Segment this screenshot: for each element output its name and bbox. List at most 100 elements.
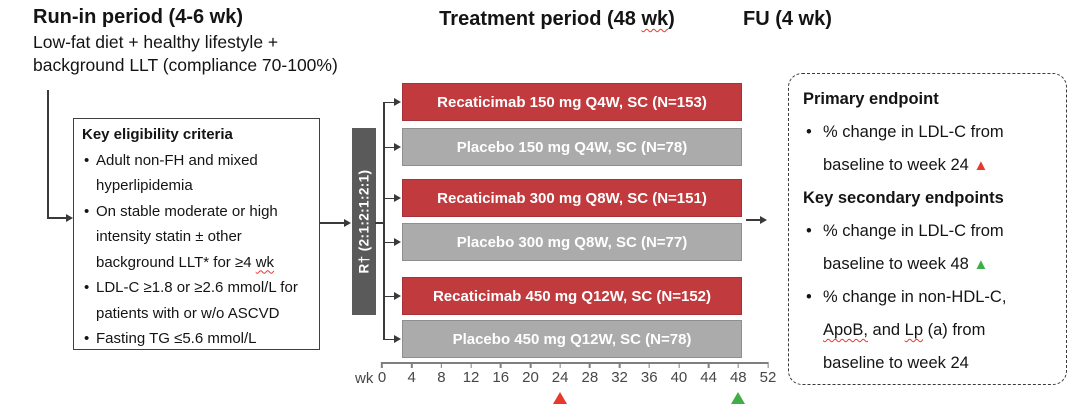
primary-endpoint-text: % change in LDL-C from baseline to week …: [823, 123, 1004, 174]
secondary-endpoint-bullet-2: % change in non-HDL-C, ApoB, and Lp (a) …: [803, 281, 1027, 380]
tick-label: 48: [729, 369, 747, 386]
axis-tick: 12: [462, 362, 480, 386]
randomization-box: R† (2:1:2:1:2:1): [352, 128, 376, 315]
follow-up-period-title: FU (4 wk): [743, 8, 832, 30]
tick-mark: [470, 362, 472, 368]
axis-tick: 44: [700, 362, 717, 386]
tick-mark: [707, 362, 710, 368]
tick-mark: [410, 362, 413, 368]
axis-tick: 52: [759, 362, 777, 386]
week-axis-unit-label: wk: [355, 370, 374, 387]
axis-tick: 4: [408, 362, 416, 386]
eligibility-item-text: Fasting TG ≤5.6 mmol/L: [96, 330, 257, 347]
secondary-endpoint-2-seg3: and: [867, 321, 905, 339]
secondary-endpoint-2-seg2: ApoB,: [823, 321, 868, 339]
axis-tick: 16: [492, 362, 509, 386]
axis-tick: 36: [641, 362, 658, 386]
arrowhead-arm5-icon: [394, 291, 401, 300]
secondary-endpoint-2-seg1: % change in non-HDL-C,: [823, 288, 1007, 306]
connector-branch-arm3: [383, 197, 395, 199]
connector-branch-arm6: [383, 338, 395, 340]
axis-tick: 0: [378, 362, 386, 386]
arrowhead-arm2-icon: [394, 142, 401, 151]
arm-bar-recaticimab-450: Recaticimab 450 mg Q12W, SC (N=152): [402, 277, 742, 315]
primary-endpoint-title: Primary endpoint: [803, 90, 939, 108]
connector-branch-arm5: [383, 295, 395, 297]
eligibility-item-tg: Fasting TG ≤5.6 mmol/L: [82, 326, 311, 352]
week48-secondary-endpoint-marker-icon: [731, 392, 746, 404]
arm-bar-recaticimab-150: Recaticimab 150 mg Q4W, SC (N=153): [402, 83, 742, 121]
connector-branch-arm4: [383, 241, 395, 243]
eligibility-item-ldlc: LDL-C ≥1.8 or ≥2.6 mmol/L for patients w…: [82, 275, 311, 326]
axis-tick: 48: [730, 362, 747, 386]
tick-mark: [648, 362, 650, 368]
tick-mark: [529, 362, 532, 368]
randomization-ratio-label: R† (2:1:2:1:2:1): [356, 169, 372, 274]
run-in-period-title: Run-in period (4-6 wk): [33, 6, 243, 28]
red-triangle-icon: ▲: [973, 157, 989, 174]
tick-label: 28: [581, 369, 599, 386]
eligibility-item-text: Adult non-FH and mixed hyperlipidemia: [96, 151, 258, 195]
arrowhead-arm6-icon: [394, 334, 401, 343]
tick-label: 8: [437, 369, 446, 386]
tick-label: 32: [611, 369, 628, 386]
eligibility-item-wavy: wk: [255, 253, 275, 271]
tick-label: 4: [407, 369, 416, 386]
arrowhead-arm1-icon: [394, 97, 401, 106]
tick-mark: [381, 362, 383, 368]
arm-bar-recaticimab-300: Recaticimab 300 mg Q8W, SC (N=151): [402, 179, 742, 217]
arm-bar-placebo-450: Placebo 450 mg Q12W, SC (N=78): [402, 320, 742, 358]
tick-label: 20: [522, 369, 539, 386]
tick-label: 36: [640, 369, 658, 386]
axis-tick: 24: [551, 362, 569, 386]
eligibility-item-text: LDL-C ≥1.8 or ≥2.6 mmol/L for patients w…: [96, 279, 298, 322]
treatment-period-title: Treatment period (48 wk): [402, 8, 712, 31]
connector-branch-arm2: [383, 146, 395, 148]
week-axis: 0 4 8 12 16 20 24 28 32 36 40 44 48 52: [378, 362, 776, 412]
tick-label: 40: [670, 369, 688, 386]
treatment-title-close: ): [668, 8, 675, 30]
tick-mark: [589, 362, 591, 368]
tick-mark: [737, 362, 740, 368]
axis-tick: 20: [522, 362, 539, 386]
axis-tick: 32: [611, 362, 628, 386]
run-in-period-subtitle: Low-fat diet + healthy lifestyle + backg…: [33, 32, 338, 75]
green-triangle-icon: ▲: [973, 256, 989, 273]
tick-mark: [500, 362, 502, 368]
secondary-endpoint-1-text: % change in LDL-C from baseline to week …: [823, 222, 1004, 273]
connector-rand-to-trunk: [375, 222, 384, 224]
tick-label: 24: [551, 369, 569, 386]
week24-primary-endpoint-marker-icon: [553, 392, 568, 404]
eligibility-item-statin: On stable moderate or high intensity sta…: [82, 199, 311, 276]
axis-tick: 8: [437, 362, 446, 386]
tick-mark: [767, 362, 769, 368]
tick-mark: [440, 362, 443, 368]
arrowhead-into-endpoints-icon: [760, 215, 767, 224]
connector-runin-hline: [47, 217, 66, 219]
tick-mark: [618, 362, 621, 368]
eligibility-criteria-box: Key eligibility criteria Adult non-FH an…: [73, 118, 320, 352]
eligibility-item-nonfh: Adult non-FH and mixed hyperlipidemia: [82, 148, 311, 199]
secondary-endpoint-bullet-1: % change in LDL-C from baseline to week …: [803, 215, 1027, 281]
eligibility-item-text: On stable moderate or high intensity sta…: [96, 202, 278, 271]
tick-mark: [559, 362, 561, 368]
secondary-endpoint-2-seg4: Lp: [904, 321, 924, 339]
primary-endpoint-bullet: % change in LDL-C from baseline to week …: [803, 116, 1027, 182]
connector-elig-to-rand: [320, 222, 345, 224]
tick-label: 16: [492, 369, 510, 386]
connector-runin-vline: [47, 90, 49, 218]
tick-label: 0: [377, 369, 387, 386]
tick-label: 52: [759, 369, 777, 386]
axis-tick: 40: [670, 362, 688, 386]
secondary-endpoints-title: Key secondary endpoints: [803, 189, 1004, 207]
tick-label: 12: [462, 369, 480, 386]
week-axis-line: [382, 362, 768, 364]
arrowhead-into-randomization-icon: [344, 218, 351, 227]
treatment-title-wavy-text: wk: [641, 8, 669, 30]
arm-bar-placebo-300: Placebo 300 mg Q8W, SC (N=77): [402, 223, 742, 261]
arrowhead-arm3-icon: [394, 193, 401, 202]
tick-mark: [678, 362, 680, 368]
arm-bar-placebo-150: Placebo 150 mg Q4W, SC (N=78): [402, 128, 742, 166]
tick-label: 44: [700, 369, 717, 386]
